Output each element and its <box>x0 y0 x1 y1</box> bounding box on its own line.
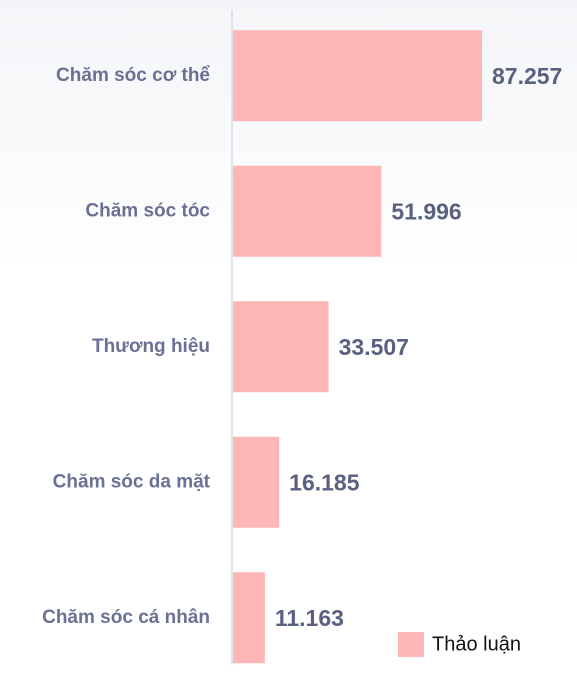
category-label: Thương hiệu <box>92 336 210 357</box>
category-label: Chăm sóc cá nhân <box>42 607 210 628</box>
legend-label: Thảo luận <box>432 633 521 655</box>
bar <box>233 30 482 122</box>
value-label: 11.163 <box>275 605 344 631</box>
legend-swatch <box>398 632 424 657</box>
category-label: Chăm sóc tóc <box>85 200 210 221</box>
value-label: 16.185 <box>289 469 360 495</box>
bar <box>233 436 280 528</box>
value-label: 33.507 <box>339 334 409 360</box>
bar <box>233 165 382 257</box>
bar <box>233 301 329 393</box>
value-label: 87.257 <box>492 63 562 89</box>
category-label: Chăm sóc da mặt <box>53 471 211 492</box>
value-label: 51.996 <box>391 198 461 224</box>
category-label: Chăm sóc cơ thể <box>56 65 210 86</box>
bar <box>233 572 265 664</box>
